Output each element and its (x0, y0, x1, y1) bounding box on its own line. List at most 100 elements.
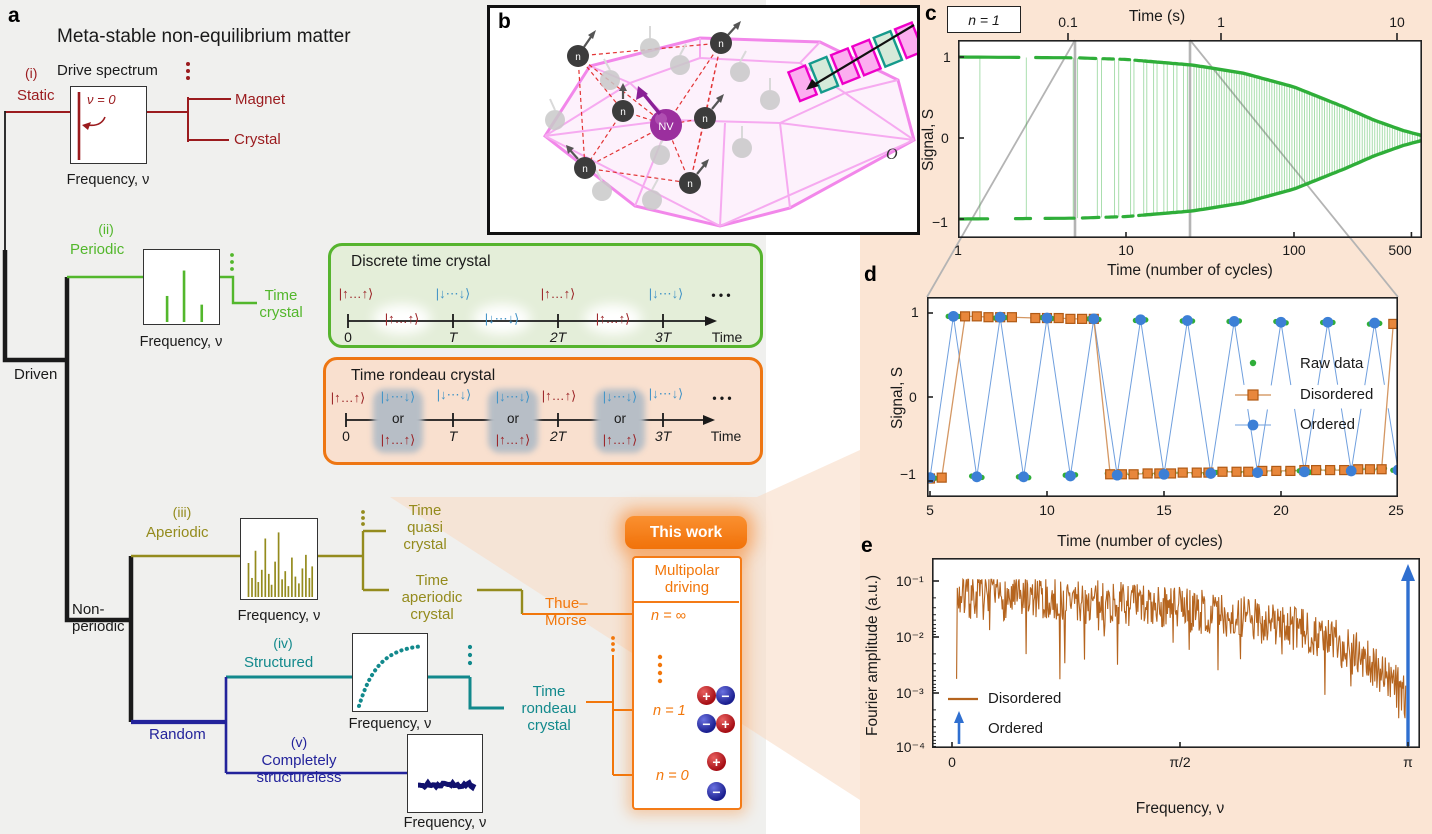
driven-label: Driven (14, 366, 58, 383)
c-y-tick: 0 (941, 130, 949, 146)
panel-c-plot (958, 40, 1422, 238)
structureless-roman: (v) (290, 734, 308, 750)
aperiodic-axis-caption: Frequency, ν (237, 608, 321, 624)
multipolar-driving-title: Multipolar driving (654, 562, 720, 596)
plus-charge-icon: + (716, 714, 735, 733)
static-branch-dots-icon (186, 62, 190, 80)
periodic-axis-caption: Frequency, ν (139, 334, 223, 350)
structured-spectrum-box (352, 633, 428, 712)
rondeau-blob-ket: |↓⋯↓⟩ (495, 389, 531, 404)
dtc-ellipsis: • • • (711, 288, 731, 302)
c-x-tick: 500 (1388, 242, 1412, 258)
svg-text:NV: NV (658, 121, 674, 133)
rondeau-or: or (391, 411, 405, 426)
svg-text:n: n (575, 52, 581, 63)
multipolar-connector-lines (522, 613, 632, 776)
c-x-tick: 100 (1282, 242, 1306, 258)
c-y-axis-title: Signal, S (920, 108, 937, 172)
d-y-tick: −1 (900, 466, 916, 482)
multipolar-dots-icon (611, 636, 615, 652)
d-x-tick: 5 (926, 502, 934, 518)
dtc-ket: |↓⋯↓⟩ (484, 311, 520, 326)
rondeau-ket: |↓⋯↓⟩ (648, 386, 684, 401)
dtc-timeline (347, 314, 717, 328)
d-y-axis-title: Signal, S (889, 366, 906, 430)
aperiodic-branch-dots-icon (361, 510, 365, 526)
pulse-sequence-icon (786, 20, 925, 103)
c-x-tick: 10 (1118, 242, 1134, 258)
dtc-tick-0: 0 (344, 329, 352, 345)
n-zero-label: n = 0 (656, 768, 689, 784)
dtc-tick-T: T (448, 329, 458, 345)
rondeau-title: Time rondeau crystal (351, 367, 496, 384)
rondeau-tick-T: T (448, 428, 458, 444)
svg-text:n: n (718, 39, 724, 50)
structured-branch-lines (226, 675, 504, 710)
c-top-tick: 1 (1217, 14, 1225, 30)
e-x-axis-title: Frequency, ν (1135, 800, 1225, 817)
panel-e-plot (932, 558, 1420, 748)
minus-charge-icon: − (707, 782, 726, 801)
periodic-spectrum-box (143, 249, 220, 325)
static-spectrum-box: ν = 0 (70, 86, 147, 164)
d-x-tick: 25 (1388, 502, 1404, 518)
c-top-axis-title: Time (s) (1128, 8, 1186, 25)
e-y-tick: 10⁻² (896, 629, 924, 645)
e-y-tick: 10⁻⁴ (896, 739, 925, 755)
dtc-ket: |↓⋯↓⟩ (648, 286, 684, 301)
svg-text:n: n (687, 179, 693, 190)
aperiodic-branch-lines (131, 529, 524, 614)
c-x-axis-title: Time (number of cycles) (1107, 262, 1273, 279)
rondeau-tick-2T: 2T (549, 428, 567, 444)
panel-d-label: d (864, 263, 877, 286)
rondeau-tick-0: 0 (342, 428, 350, 444)
aperiodic-roman: (iii) (172, 504, 192, 520)
time-crystal-label: Time crystal (259, 287, 303, 321)
rondeau-or: or (506, 411, 520, 426)
panel-d-plot (927, 297, 1398, 497)
panel-b-label: b (498, 10, 511, 33)
e-y-axis-title: Fourier amplitude (a.u.) (864, 574, 881, 736)
n-equals-1-badge: n = 1 (947, 6, 1021, 33)
n-ellipsis-icon (657, 654, 663, 684)
rondeau-ket: |↓⋯↓⟩ (436, 387, 472, 402)
panel-a-label: a (8, 4, 20, 27)
e-y-tick: 10⁻³ (896, 685, 924, 701)
structured-roman: (iv) (273, 635, 293, 651)
rondeau-blob-ket: |↑…↑⟩ (495, 432, 531, 447)
dtc-tick-2T: 2T (549, 329, 567, 345)
c-top-tick: 0.1 (1058, 14, 1078, 30)
rondeau-ket: |↑…↑⟩ (330, 390, 366, 405)
time-aperiodic-crystal-label: Time aperiodic crystal (401, 572, 463, 623)
crystal-label: Crystal (234, 131, 281, 148)
n-equals-1-text: n = 1 (968, 11, 1000, 28)
plus-charge-icon: + (707, 752, 726, 771)
svg-text:n: n (620, 107, 626, 118)
n-infinity-label: n = ∞ (651, 608, 686, 624)
static-branch-lines (5, 97, 231, 142)
multipolar-driving-box: Multipolar driving n = ∞ n = 1 n = 0 + −… (632, 556, 742, 810)
svg-text:n: n (582, 164, 588, 175)
panel-e-label: e (861, 534, 873, 557)
svg-text:n: n (702, 114, 708, 125)
discrete-time-crystal-box: Discrete time crystal |↑…↑⟩ |↓⋯↓⟩ |↑…↑⟩ … (328, 243, 763, 348)
rondeau-blob-ket: |↓⋯↓⟩ (602, 389, 638, 404)
rondeau-time-label: Time (710, 428, 742, 444)
structureless-spectrum-box (407, 734, 483, 813)
random-label: Random (149, 726, 206, 743)
panel-a-title: Meta-stable non-equilibrium matter (57, 26, 351, 47)
static-spectrum-icon (77, 92, 106, 160)
nv-center-icon: NV (636, 86, 682, 141)
d-x-tick: 20 (1273, 502, 1289, 518)
nuclear-spins-icons: n n n n n n (566, 21, 741, 194)
d-legend-disordered: Disordered (1300, 386, 1374, 403)
minus-charge-icon: − (697, 714, 716, 733)
d-legend-ordered: Ordered (1300, 416, 1356, 433)
dtc-ket: |↑…↑⟩ (595, 311, 631, 326)
structured-spectrum-icon (357, 644, 425, 708)
thue-morse-label: Thue– Morse (545, 595, 588, 629)
static-roman: (i) (25, 65, 38, 81)
d-legend-raw-data: Raw data (1300, 355, 1364, 372)
drive-spectrum-label: Drive spectrum (57, 62, 158, 79)
